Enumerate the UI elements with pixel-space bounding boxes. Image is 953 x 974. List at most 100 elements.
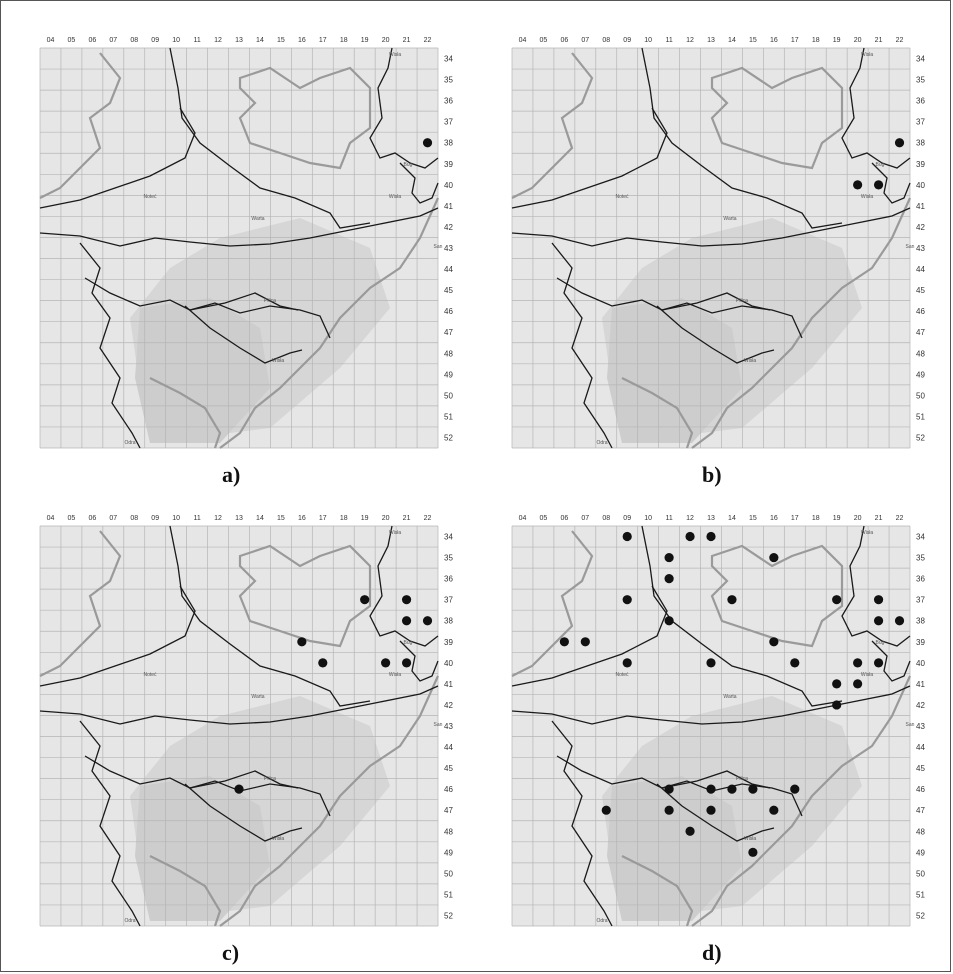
- distribution-map-panel: Wisła Wisła Odra Warta Noteć Bug Pilica Wisła Sa…: [510, 30, 942, 456]
- river-line: [169, 47, 371, 229]
- column-tick-label: 12: [686, 515, 694, 522]
- column-tick-label: 04: [519, 515, 527, 522]
- row-tick-label: 39: [916, 638, 925, 647]
- column-tick-label: 13: [235, 37, 243, 44]
- river-line: [39, 107, 196, 209]
- river-label: Pilica: [736, 298, 748, 304]
- occurrence-dot: [580, 637, 590, 647]
- river-label: Noteć: [615, 672, 629, 678]
- column-tick-label: 18: [340, 515, 348, 522]
- river-label: Warta: [723, 694, 736, 700]
- column-tick-label: 15: [749, 515, 757, 522]
- river-label: Warta: [251, 694, 264, 700]
- region-boundary: [149, 377, 222, 449]
- occurrence-dot: [622, 658, 632, 668]
- occurrence-dot: [832, 679, 842, 689]
- row-tick-label: 34: [444, 533, 453, 542]
- column-tick-label: 07: [109, 515, 117, 522]
- row-tick-label: 50: [444, 869, 453, 878]
- row-tick-label: 43: [444, 244, 453, 253]
- row-tick-label: 48: [916, 349, 925, 358]
- row-tick-label: 37: [444, 596, 453, 605]
- occurrence-dot: [685, 531, 695, 542]
- row-tick-label: 50: [916, 869, 925, 878]
- column-tick-label: 11: [193, 515, 200, 522]
- river-label: Pilica: [264, 298, 276, 304]
- occurrence-dot: [873, 658, 884, 668]
- row-tick-label: 36: [444, 97, 453, 106]
- river-label: Noteć: [615, 194, 629, 200]
- row-tick-label: 40: [916, 659, 925, 668]
- occurrence-dot: [297, 637, 307, 647]
- river-line: [39, 685, 439, 725]
- river-line: [871, 162, 911, 204]
- river-line: [79, 242, 141, 449]
- column-tick-label: 18: [812, 37, 820, 44]
- column-tick-label: 20: [854, 515, 862, 522]
- row-tick-label: 52: [916, 911, 925, 920]
- row-tick-label: 36: [916, 97, 925, 106]
- row-tick-label: 39: [916, 160, 925, 169]
- column-tick-label: 20: [382, 515, 390, 522]
- row-tick-label: 49: [916, 370, 925, 379]
- row-tick-label: 35: [916, 76, 925, 85]
- occurrence-dot: [769, 637, 779, 647]
- row-tick-label: 48: [916, 827, 925, 836]
- row-tick-label: 41: [444, 680, 453, 689]
- river-line: [841, 525, 911, 647]
- column-tick-label: 12: [214, 37, 222, 44]
- column-tick-label: 15: [277, 37, 285, 44]
- river-line: [39, 585, 196, 687]
- occurrence-dot: [727, 784, 737, 794]
- region-boundary: [219, 675, 440, 927]
- occurrence-dot: [381, 658, 391, 668]
- column-tick-label: 15: [277, 515, 285, 522]
- column-tick-label: 06: [88, 515, 96, 522]
- river-label: Wisła: [861, 530, 873, 536]
- region-boundary: [710, 66, 844, 170]
- row-tick-label: 49: [444, 848, 453, 857]
- row-tick-label: 40: [444, 181, 453, 190]
- occurrence-dot: [664, 616, 674, 626]
- relief-shading: [135, 776, 270, 921]
- column-tick-label: 17: [791, 37, 799, 44]
- region-boundary: [238, 66, 372, 170]
- column-tick-label: 14: [256, 37, 264, 44]
- occurrence-dot: [769, 805, 779, 815]
- river-line: [661, 770, 771, 789]
- river-label: Odra: [124, 440, 135, 446]
- occurrence-dot: [853, 180, 863, 190]
- river-line: [556, 755, 803, 817]
- river-label: Warta: [723, 216, 736, 222]
- river-label: Bug: [404, 162, 413, 168]
- distribution-map-panel: Wisła Wisła Odra Warta Noteć Bug Pilica Wisła Sa…: [510, 508, 942, 934]
- row-tick-label: 47: [916, 806, 925, 815]
- river-line: [169, 525, 371, 707]
- occurrence-dot: [601, 805, 611, 815]
- column-tick-label: 19: [833, 37, 841, 44]
- row-tick-label: 42: [444, 223, 453, 232]
- river-label: Wisła: [272, 358, 284, 364]
- column-tick-label: 19: [361, 515, 369, 522]
- occurrence-dot: [832, 595, 842, 605]
- occurrence-dot: [664, 574, 674, 584]
- river-label: Wisła: [389, 194, 401, 200]
- river-label: Bug: [876, 162, 885, 168]
- column-tick-label: 22: [896, 37, 904, 44]
- row-tick-label: 43: [916, 722, 925, 731]
- river-label: Wisła: [861, 52, 873, 58]
- row-tick-label: 46: [444, 307, 453, 316]
- occurrence-dot: [873, 180, 884, 190]
- occurrence-dot: [664, 805, 674, 815]
- river-line: [39, 207, 439, 247]
- panel-caption: d): [702, 940, 722, 965]
- panel-caption: c): [222, 940, 240, 965]
- column-tick-label: 22: [896, 515, 904, 522]
- river-label: Pilica: [264, 776, 276, 782]
- row-tick-label: 41: [916, 202, 925, 211]
- column-tick-label: 09: [623, 515, 631, 522]
- column-tick-label: 08: [130, 515, 138, 522]
- river-label: San: [906, 722, 915, 728]
- river-label: Bug: [404, 640, 413, 646]
- river-label: Noteć: [143, 194, 157, 200]
